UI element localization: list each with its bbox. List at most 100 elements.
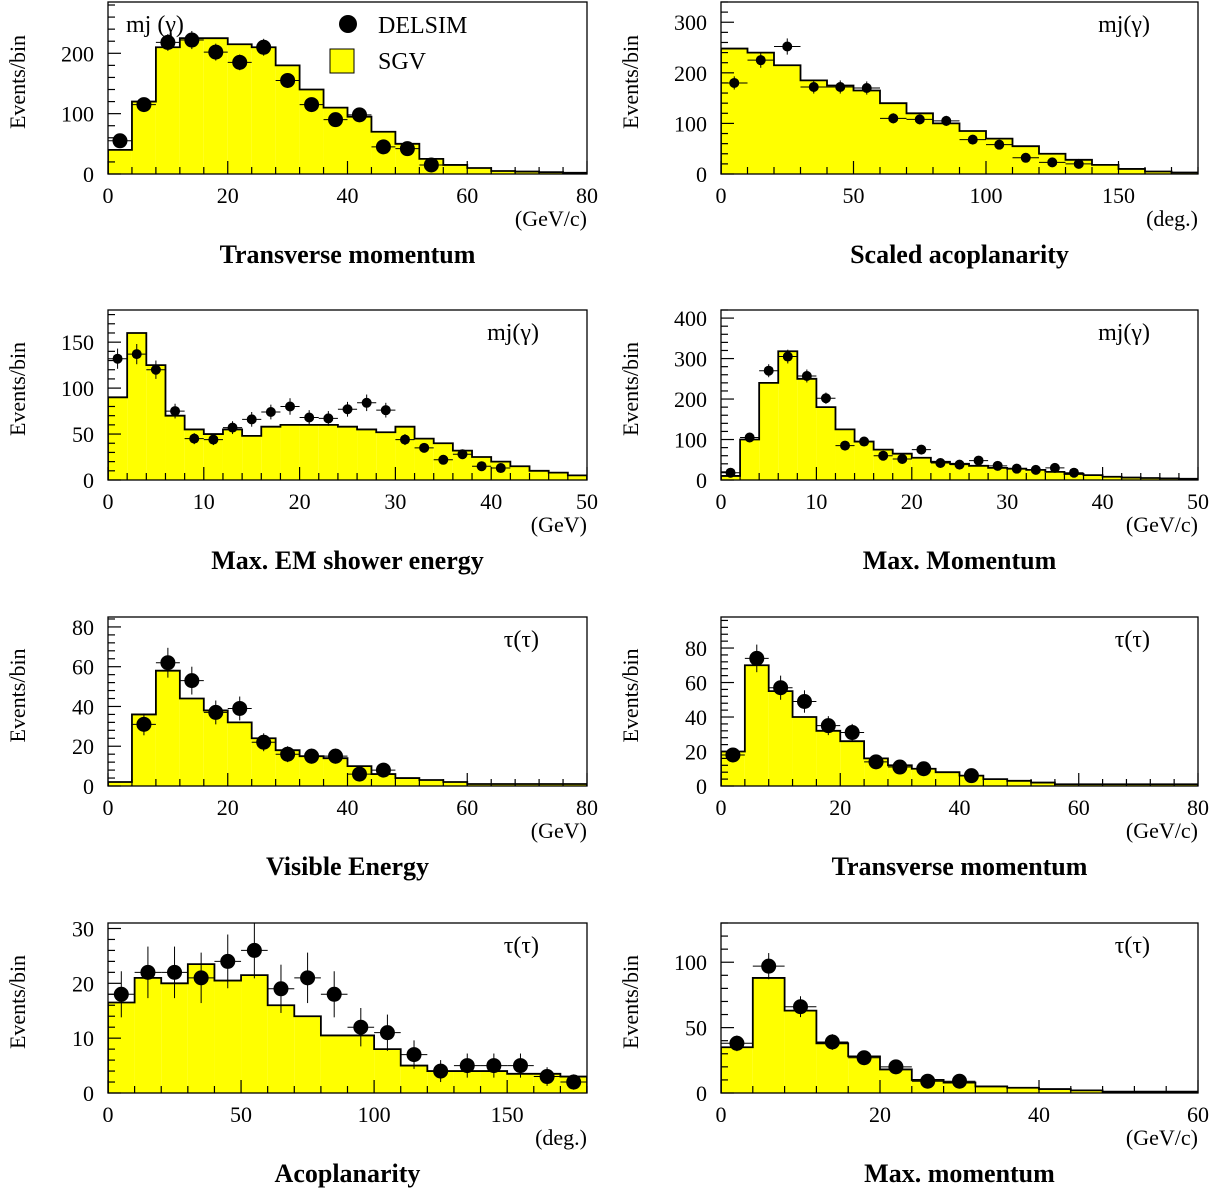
x-tick-label: 0 [103, 183, 114, 208]
chart-panel-7: 0 50 100 150 0 10 20 30 Events/bin (deg.) Acoplana… [5, 916, 588, 1188]
data-point [167, 964, 183, 980]
process-tag: τ(τ) [504, 933, 539, 959]
y-tick-label: 80 [72, 615, 94, 640]
mc-bar [1140, 477, 1160, 480]
x-tick-label: 40 [337, 795, 359, 820]
data-point [992, 460, 1003, 471]
mc-bar [203, 710, 228, 786]
mc-bar [108, 1002, 135, 1093]
data-point [1049, 462, 1060, 473]
data-point [973, 455, 984, 466]
y-tick-label: 0 [83, 1081, 94, 1106]
x-tick-label: 0 [103, 1102, 114, 1127]
mc-bar [161, 983, 188, 1093]
data-point [888, 1059, 904, 1075]
data-points [108, 30, 444, 173]
data-point [782, 351, 793, 362]
y-axis-label: Events/bin [618, 35, 643, 129]
y-tick-label: 200 [61, 41, 94, 66]
data-point [761, 958, 777, 974]
x-tick-label: 10 [805, 489, 827, 514]
data-points [108, 344, 511, 474]
y-tick-label: 0 [696, 468, 707, 493]
data-point [1073, 158, 1084, 169]
mc-bar [376, 432, 396, 480]
mc-bar [108, 149, 132, 174]
y-tick-label: 60 [72, 655, 94, 680]
mc-bar [131, 714, 156, 786]
x-tick-label: 50 [230, 1102, 252, 1127]
plot-frame [107, 309, 588, 481]
data-point [246, 414, 257, 425]
data-point [512, 1058, 528, 1074]
mc-bar [721, 751, 745, 786]
x-tick-label: 50 [1187, 489, 1209, 514]
x-tick-label: 60 [1068, 795, 1090, 820]
mc-bar [988, 467, 1008, 480]
y-axis-label: Events/bin [5, 955, 30, 1049]
data-point [755, 55, 766, 66]
data-point [796, 694, 812, 709]
data-points [721, 953, 976, 1089]
x-axis-unit: (GeV/c) [1126, 1125, 1198, 1150]
y-axis-label: Events/bin [618, 648, 643, 742]
x-tick-label: 80 [576, 795, 598, 820]
data-point [539, 1069, 555, 1085]
legend-data-marker [339, 15, 357, 33]
data-point [744, 432, 755, 443]
mc-bar [935, 772, 960, 786]
data-point [328, 748, 344, 764]
mc-bar [969, 465, 989, 480]
chart-title: Scaled acoplanarity [850, 240, 1069, 269]
mc-bar [251, 738, 276, 786]
x-tick-label: 30 [384, 489, 406, 514]
data-point [892, 759, 908, 775]
mc-bar [395, 778, 420, 786]
x-tick-label: 40 [1092, 489, 1114, 514]
mc-bar [323, 107, 348, 174]
x-tick-label: 50 [576, 489, 598, 514]
x-tick-label: 20 [289, 489, 311, 514]
mc-bar [299, 756, 324, 786]
mc-bar [539, 784, 564, 786]
data-point [136, 97, 152, 113]
data-point [160, 34, 176, 50]
process-tag: τ(τ) [1115, 933, 1150, 959]
data-point [888, 113, 899, 124]
data-point [1020, 152, 1031, 163]
data-point [963, 768, 979, 784]
chart-title: Visible Energy [266, 852, 429, 881]
x-tick-label: 40 [480, 489, 502, 514]
mc-bar [251, 47, 276, 174]
mc-bar [1118, 168, 1145, 174]
mc-bar [835, 429, 855, 480]
y-tick-label: 200 [674, 387, 707, 412]
data-point [878, 450, 889, 461]
y-tick-label: 40 [685, 705, 707, 730]
data-point [840, 440, 851, 451]
x-axis-unit: (GeV/c) [1126, 512, 1198, 537]
x-axis-unit: (GeV) [531, 512, 587, 537]
x-tick-label: 0 [716, 795, 727, 820]
mc-bar [1007, 468, 1027, 480]
mc-bar [752, 977, 785, 1093]
mc-bar [318, 424, 338, 480]
mc-bar [510, 466, 530, 480]
data-point [406, 1047, 422, 1063]
x-tick-label: 20 [869, 1102, 891, 1127]
data-point [265, 407, 276, 417]
mc-bar [146, 365, 166, 480]
mc-bar [227, 722, 252, 786]
data-point [280, 72, 296, 88]
data-point [861, 83, 872, 93]
mc-histogram [108, 37, 587, 174]
data-point [140, 964, 156, 980]
y-tick-label: 0 [83, 162, 94, 187]
data-point [1011, 463, 1022, 474]
mc-bar [480, 1071, 508, 1093]
mc-histogram [721, 47, 1198, 174]
data-point [1030, 464, 1041, 475]
mc-bar [515, 171, 540, 174]
mc-bar [242, 435, 262, 480]
x-tick-label: 80 [576, 183, 598, 208]
